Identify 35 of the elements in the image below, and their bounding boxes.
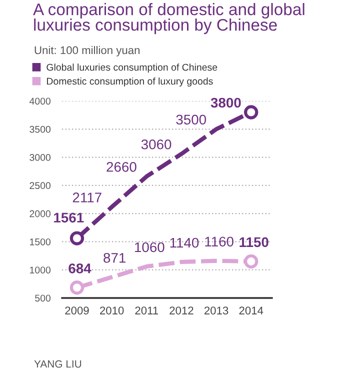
data-label: 3060 xyxy=(141,139,172,150)
data-label: 1561 xyxy=(54,212,84,223)
legend-label: Domestic consumption of luxury goods xyxy=(47,77,213,87)
y-tick-label: 500 xyxy=(35,294,51,302)
y-tick-label: 1000 xyxy=(30,266,51,274)
x-tick-label: 2012 xyxy=(170,306,194,314)
data-label: 2117 xyxy=(72,192,102,202)
data-label: 1060 xyxy=(135,242,164,252)
data-label: 3500 xyxy=(176,114,206,125)
y-tick-label: 3000 xyxy=(30,154,51,161)
data-label: 1140 xyxy=(170,238,199,248)
data-label: 1160 xyxy=(205,236,234,247)
data-label: 684 xyxy=(68,263,92,274)
x-tick-label: 2009 xyxy=(65,306,89,314)
point xyxy=(244,254,258,268)
x-tick-label: 2011 xyxy=(135,306,158,314)
data-label: 2660 xyxy=(106,162,136,172)
text: YANG LIU xyxy=(34,360,82,368)
data-label: 1150 xyxy=(240,237,268,248)
y-tick-label: 3500 xyxy=(30,126,51,133)
chart-subtitle: Unit: 100 million yuan xyxy=(34,46,140,56)
chart-title: A comparison of domestic and global luxuries consumption by Chinese xyxy=(33,3,304,34)
y-tick-label: 2500 xyxy=(30,182,51,190)
point xyxy=(244,105,258,120)
point xyxy=(70,231,84,246)
y-tick-label: 2000 xyxy=(30,210,51,218)
x-tick-label: 2014 xyxy=(239,306,264,314)
data-label: 3800 xyxy=(210,98,241,108)
x-tick-label: 2010 xyxy=(100,306,124,314)
data-label: 871 xyxy=(104,252,126,263)
point xyxy=(70,280,84,295)
y-tick-label: 1500 xyxy=(30,238,51,246)
y-tick-label: 4000 xyxy=(29,98,51,105)
x-tick-label: 2013 xyxy=(204,306,228,314)
legend-label: Global luxuries consumption of Chinese xyxy=(46,64,218,73)
